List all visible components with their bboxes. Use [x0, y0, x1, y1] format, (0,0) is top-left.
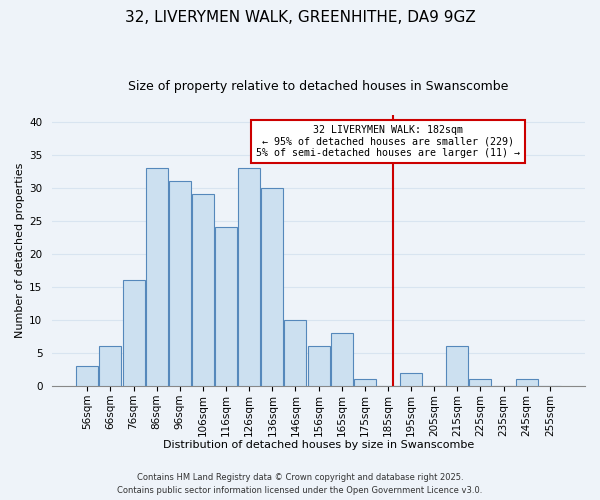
Title: Size of property relative to detached houses in Swanscombe: Size of property relative to detached ho… — [128, 80, 509, 93]
Bar — [354, 380, 376, 386]
Bar — [308, 346, 329, 386]
Text: Contains HM Land Registry data © Crown copyright and database right 2025.
Contai: Contains HM Land Registry data © Crown c… — [118, 474, 482, 495]
Bar — [400, 373, 422, 386]
Text: 32, LIVERYMEN WALK, GREENHITHE, DA9 9GZ: 32, LIVERYMEN WALK, GREENHITHE, DA9 9GZ — [125, 10, 475, 25]
Bar — [284, 320, 307, 386]
Bar — [515, 380, 538, 386]
Bar — [238, 168, 260, 386]
Bar — [100, 346, 121, 386]
Bar — [446, 346, 468, 386]
Bar — [146, 168, 167, 386]
Y-axis label: Number of detached properties: Number of detached properties — [15, 163, 25, 338]
Bar — [76, 366, 98, 386]
X-axis label: Distribution of detached houses by size in Swanscombe: Distribution of detached houses by size … — [163, 440, 474, 450]
Text: 32 LIVERYMEN WALK: 182sqm
← 95% of detached houses are smaller (229)
5% of semi-: 32 LIVERYMEN WALK: 182sqm ← 95% of detac… — [256, 125, 520, 158]
Bar — [469, 380, 491, 386]
Bar — [169, 181, 191, 386]
Bar — [215, 228, 237, 386]
Bar — [331, 333, 353, 386]
Bar — [122, 280, 145, 386]
Bar — [192, 194, 214, 386]
Bar — [262, 188, 283, 386]
